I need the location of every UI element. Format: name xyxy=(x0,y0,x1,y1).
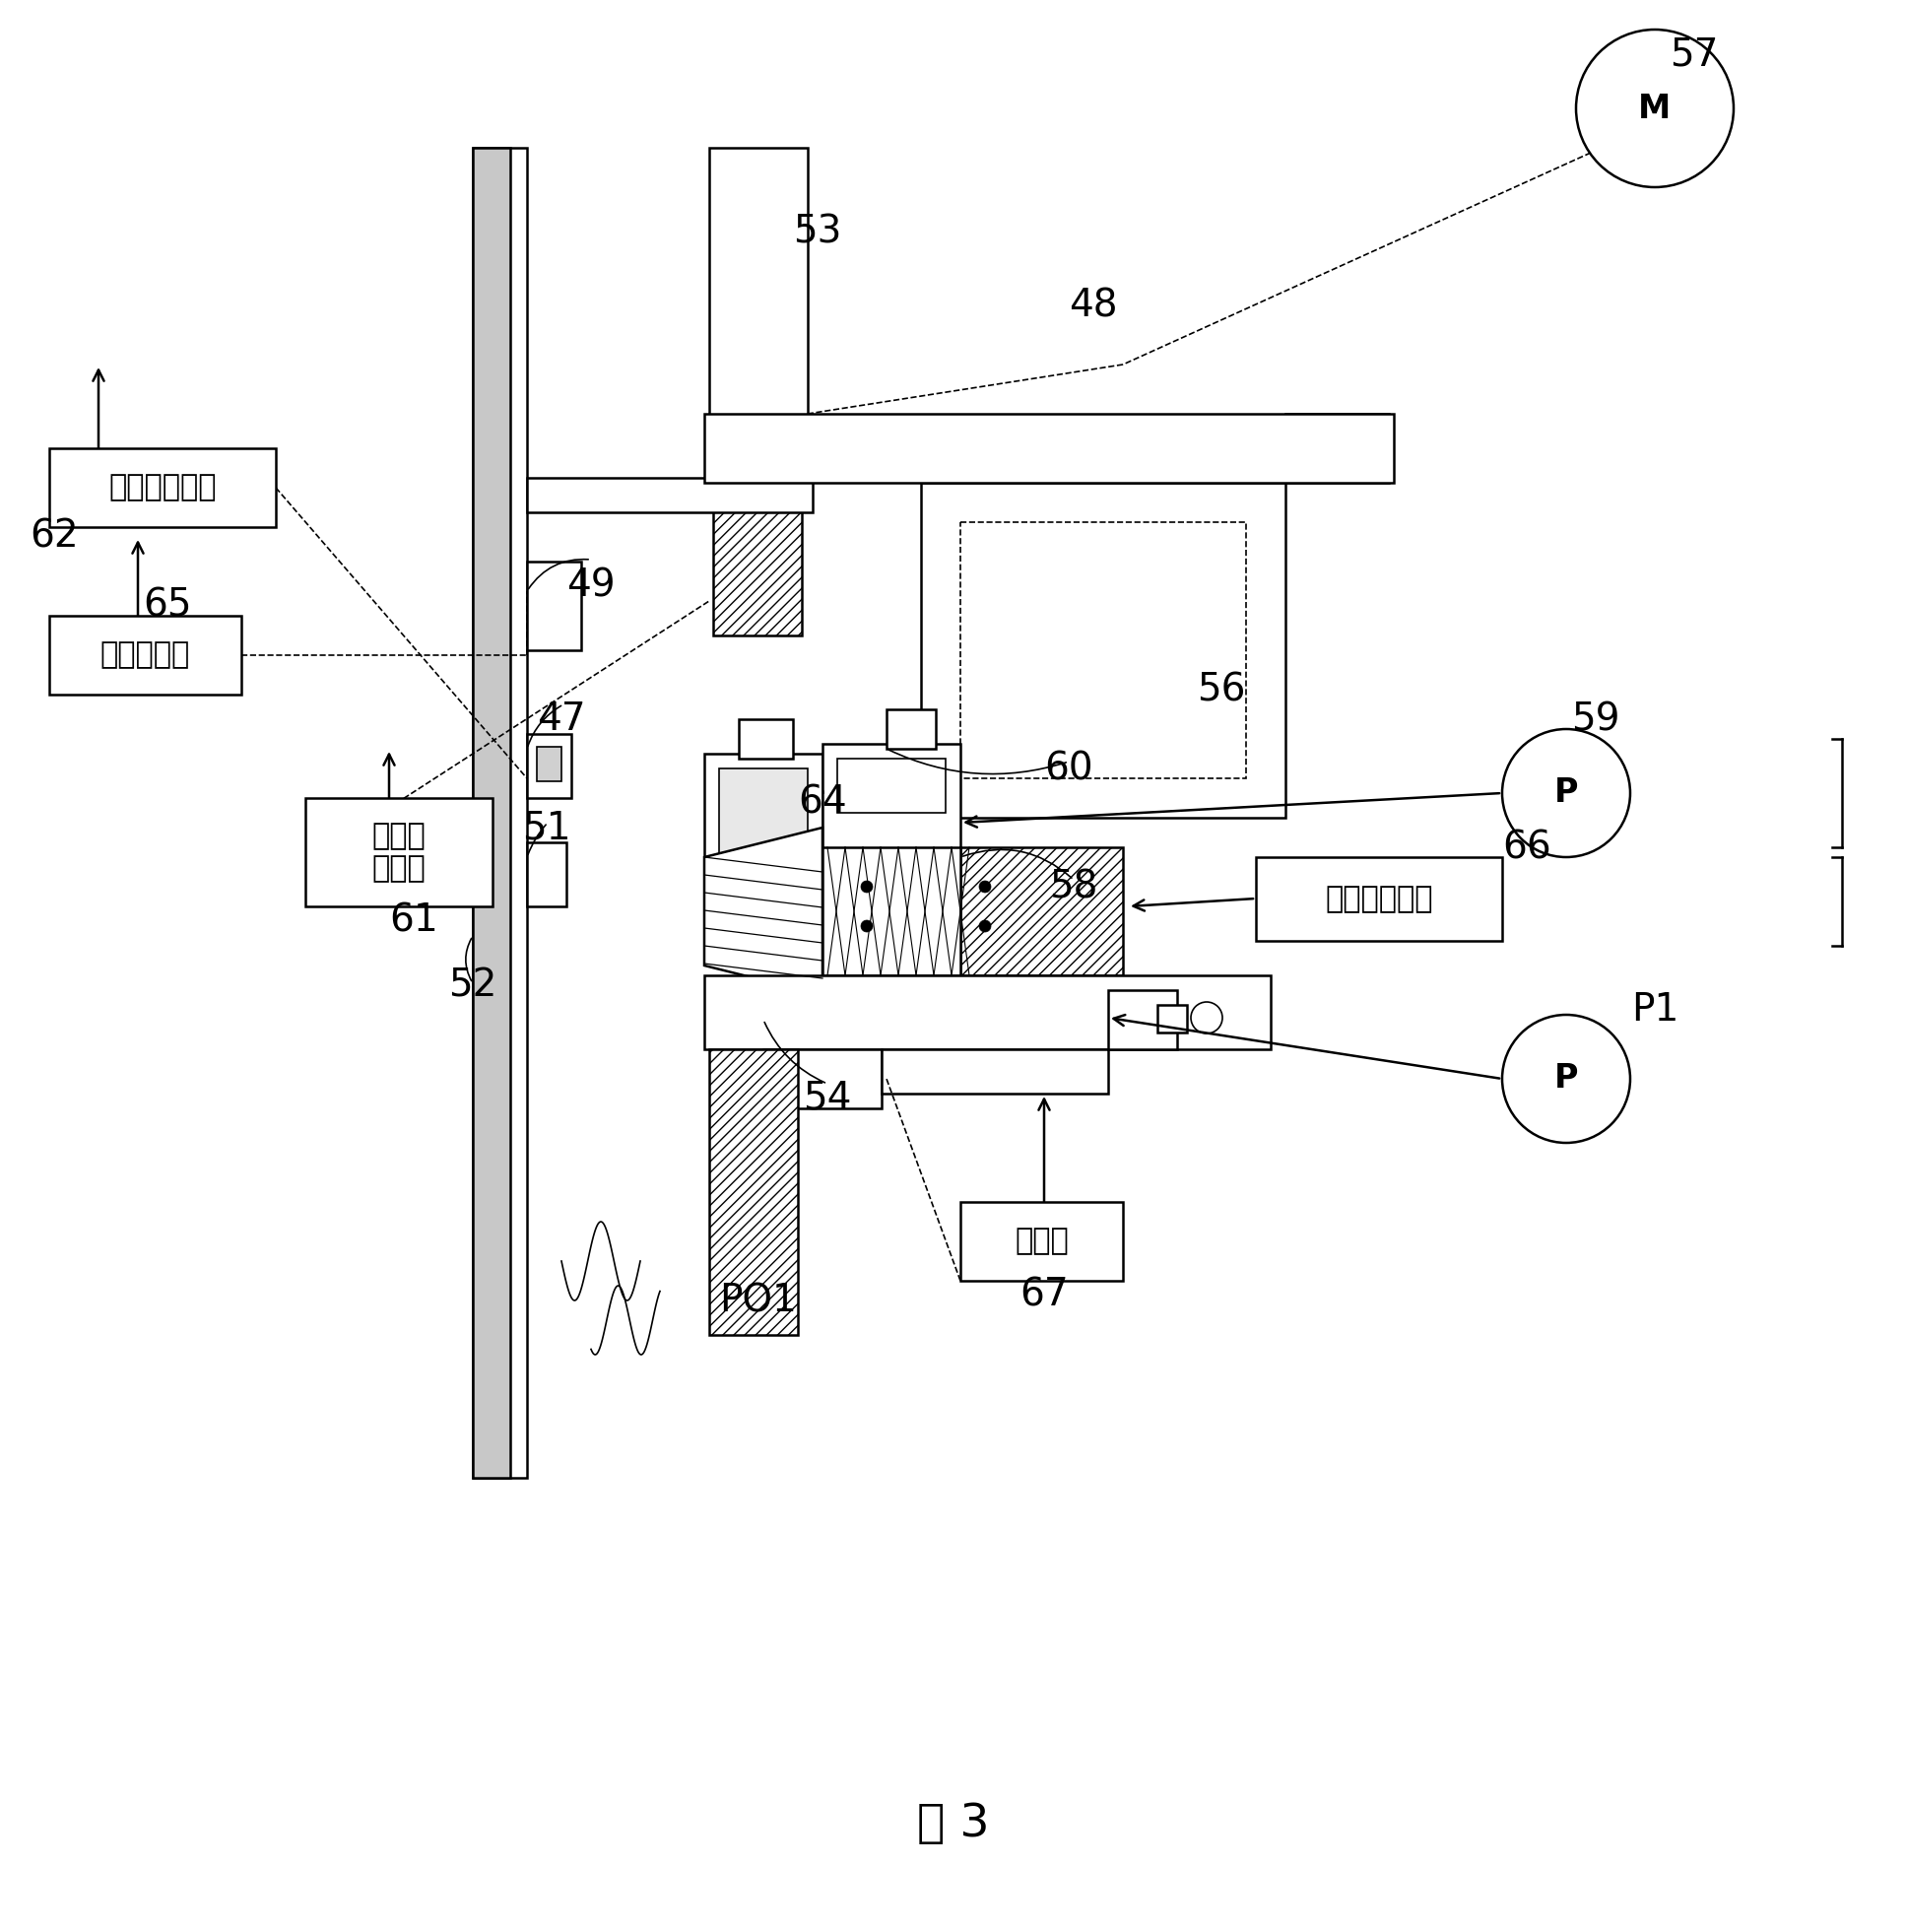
Circle shape xyxy=(1191,1003,1222,1034)
Bar xyxy=(709,1049,799,1335)
Text: 49: 49 xyxy=(566,568,616,605)
Bar xyxy=(705,976,1271,1049)
Text: 48: 48 xyxy=(1069,286,1117,325)
Bar xyxy=(961,848,1123,976)
Text: 负载传感器: 负载传感器 xyxy=(101,641,191,670)
Text: P: P xyxy=(1553,777,1578,810)
Bar xyxy=(50,616,242,696)
Bar xyxy=(526,842,566,906)
Text: 65: 65 xyxy=(143,587,193,624)
Text: 61: 61 xyxy=(389,902,438,939)
Bar xyxy=(886,709,936,750)
Text: 超声波发生器: 超声波发生器 xyxy=(1325,885,1433,914)
Text: 压入量传感器: 压入量传感器 xyxy=(109,473,217,502)
Bar xyxy=(526,734,572,798)
Text: 47: 47 xyxy=(537,701,585,738)
Text: 51: 51 xyxy=(522,810,572,846)
Text: PO1: PO1 xyxy=(720,1281,797,1320)
Bar xyxy=(764,1049,882,1109)
Bar xyxy=(713,483,802,636)
Circle shape xyxy=(1502,1014,1630,1144)
Text: M: M xyxy=(1639,93,1672,126)
Bar xyxy=(837,759,945,813)
Bar xyxy=(473,147,526,1478)
Bar xyxy=(740,719,793,759)
Bar xyxy=(719,769,808,877)
Circle shape xyxy=(1576,29,1734,187)
Text: 60: 60 xyxy=(1044,750,1094,786)
Circle shape xyxy=(1502,728,1630,858)
Bar xyxy=(526,562,581,651)
Text: 56: 56 xyxy=(1197,670,1247,709)
Bar xyxy=(526,477,812,512)
Bar xyxy=(961,1202,1123,1281)
Bar xyxy=(823,848,961,976)
Bar xyxy=(305,798,492,906)
Bar xyxy=(961,522,1247,779)
Bar xyxy=(50,448,276,527)
Text: 57: 57 xyxy=(1670,35,1719,73)
Text: P1: P1 xyxy=(1632,991,1679,1028)
Bar xyxy=(709,147,808,483)
Text: 62: 62 xyxy=(30,518,78,556)
Text: 52: 52 xyxy=(448,966,497,1005)
Text: 53: 53 xyxy=(793,213,842,251)
Bar xyxy=(823,744,961,887)
Circle shape xyxy=(980,920,991,931)
Text: 下降量
传感器: 下降量 传感器 xyxy=(372,821,425,883)
Text: P: P xyxy=(1553,1063,1578,1095)
Circle shape xyxy=(862,881,873,893)
Text: 64: 64 xyxy=(799,784,846,821)
Circle shape xyxy=(862,920,873,931)
Text: 加热器: 加热器 xyxy=(1014,1227,1069,1256)
Bar xyxy=(705,413,1393,483)
Text: 59: 59 xyxy=(1571,701,1620,738)
Bar xyxy=(1157,1005,1187,1032)
Polygon shape xyxy=(705,827,823,995)
Bar xyxy=(882,1049,1107,1094)
Bar xyxy=(473,147,511,1478)
Bar xyxy=(1256,858,1502,941)
Text: 58: 58 xyxy=(1050,867,1098,906)
Bar xyxy=(537,748,562,781)
Bar xyxy=(921,483,1285,817)
Bar xyxy=(705,753,823,891)
Bar xyxy=(1285,413,1389,483)
Circle shape xyxy=(980,881,991,893)
Text: 67: 67 xyxy=(1020,1277,1069,1314)
Bar xyxy=(1107,989,1178,1049)
Text: 图 3: 图 3 xyxy=(917,1801,989,1845)
Text: 66: 66 xyxy=(1502,829,1551,866)
Text: 54: 54 xyxy=(802,1080,852,1117)
